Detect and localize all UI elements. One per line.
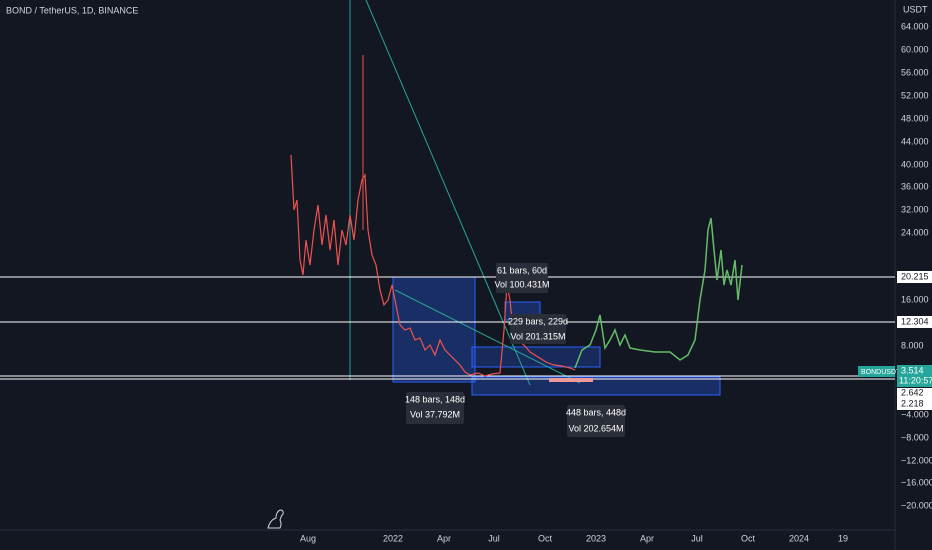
time-tick-label: Oct — [741, 533, 756, 543]
measure-bars: 448 bars, 448d — [566, 407, 626, 417]
price-label: 2.642 — [901, 387, 924, 397]
time-tick-label: 2023 — [586, 533, 606, 543]
measure-bars: 229 bars, 229d — [508, 316, 568, 326]
measure-volume: Vol 37.792M — [410, 409, 460, 419]
measure-volume: Vol 202.654M — [568, 423, 623, 433]
price-tick-label: −12.000 — [901, 455, 932, 465]
price-tick-label: −16.000 — [901, 477, 932, 487]
time-tick-label: Aug — [300, 533, 316, 543]
time-tick-label: 19 — [838, 533, 848, 543]
time-tick-label: Jul — [691, 533, 703, 543]
measure-bars: 61 bars, 60d — [497, 265, 547, 275]
measure-volume: Vol 201.315M — [510, 331, 565, 341]
price-history — [290, 154, 576, 377]
last-price: 3.514 — [901, 365, 924, 375]
price-tick-label: 24.000 — [901, 227, 929, 237]
ticker-bg — [858, 366, 895, 377]
ticker: BONDUSDT — [861, 369, 901, 376]
marker — [549, 378, 593, 382]
measure-bars: 148 bars, 148d — [405, 394, 465, 404]
time-tick-label: Oct — [538, 533, 553, 543]
price-tick-label: 8.000 — [901, 340, 924, 350]
symbol-title: BOND / TetherUS, 1D, BINANCE — [6, 5, 138, 15]
price-label: 12.304 — [901, 316, 929, 326]
price-tick-label: −4.000 — [901, 409, 929, 419]
measure-volume: Vol 100.431M — [494, 279, 549, 289]
last-price-bg — [897, 365, 932, 387]
price-label-bg — [897, 388, 932, 399]
logo — [267, 509, 284, 529]
price-tick-label: 48.000 — [901, 113, 929, 123]
countdown: 11:20:57 — [899, 375, 932, 385]
price-label: 2.218 — [901, 398, 924, 408]
currency: USDT — [903, 4, 928, 14]
price-tick-label: 52.000 — [901, 90, 929, 100]
time-tick-label: 2022 — [383, 533, 403, 543]
measure-label-bg — [510, 314, 566, 344]
price-label: 20.215 — [901, 271, 929, 281]
time-tick-label: Apr — [437, 533, 451, 543]
price-tick-label: 44.000 — [901, 136, 929, 146]
trend-line — [365, 0, 531, 386]
time-tick-label: Apr — [640, 533, 654, 543]
measure-box — [471, 346, 601, 368]
price-tick-label: 64.000 — [901, 21, 929, 31]
projection — [574, 217, 743, 369]
price-tick-label: 32.000 — [901, 204, 929, 214]
price-label-bg — [897, 271, 932, 283]
time-tick-label: Jul — [488, 533, 500, 543]
price-tick-label: 56.000 — [901, 67, 929, 77]
price-tick-label: 60.000 — [901, 44, 929, 54]
measure-label-bg — [496, 263, 548, 293]
price-tick-label: −8.000 — [901, 432, 929, 442]
trend-line — [394, 289, 581, 384]
measure-label-bg — [567, 405, 625, 437]
price-tick-label: 40.000 — [901, 159, 929, 169]
price-tick-label: 36.000 — [901, 181, 929, 191]
price-tick-label: −20.000 — [901, 500, 932, 510]
price-label-bg — [897, 399, 932, 410]
time-tick-label: 2024 — [789, 533, 809, 543]
price-tick-label: 16.000 — [901, 294, 929, 304]
price-label-bg — [897, 316, 932, 328]
measure-box — [471, 376, 721, 396]
measure-label-bg — [406, 392, 464, 424]
